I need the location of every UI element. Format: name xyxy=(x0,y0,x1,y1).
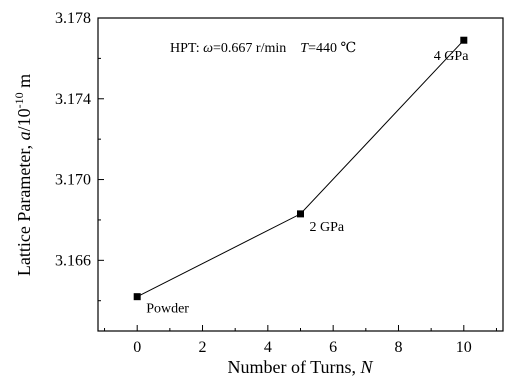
data-point-label: 2 GPa xyxy=(310,220,345,235)
data-point xyxy=(460,36,468,44)
plot-frame xyxy=(97,17,504,332)
data-point-label: Powder xyxy=(146,302,189,317)
y-tick-label: 3.170 xyxy=(55,172,91,189)
x-tick-label: 6 xyxy=(329,339,337,356)
series-line xyxy=(136,39,465,298)
y-tick-label: 3.174 xyxy=(55,91,91,108)
data-point xyxy=(133,293,141,301)
x-tick-label: 8 xyxy=(394,339,402,356)
x-axis-ticks: 0 2 4 6 8 10 xyxy=(104,325,497,356)
condition-annotation: HPT: ω=0.667 r/min T=440 ℃ xyxy=(170,41,356,56)
y-tick-label: 3.178 xyxy=(55,10,91,27)
y-axis-ticks: 3.166 3.170 3.174 3.178 xyxy=(55,10,104,302)
y-tick-label: 3.166 xyxy=(55,252,91,269)
x-tick-label: 4 xyxy=(264,339,272,356)
x-tick-label: 0 xyxy=(133,339,141,356)
x-tick-label: 10 xyxy=(456,339,472,356)
x-tick-label: 2 xyxy=(199,339,207,356)
data-point xyxy=(297,210,304,218)
data-point-label: 4 GPa xyxy=(434,49,469,64)
series-layer: Powder 2 GPa 4 GPa xyxy=(133,36,469,317)
x-axis-title: Number of Turns, N xyxy=(227,357,373,377)
y-axis-title: Lattice Parameter, a/10-10 m xyxy=(12,74,34,276)
